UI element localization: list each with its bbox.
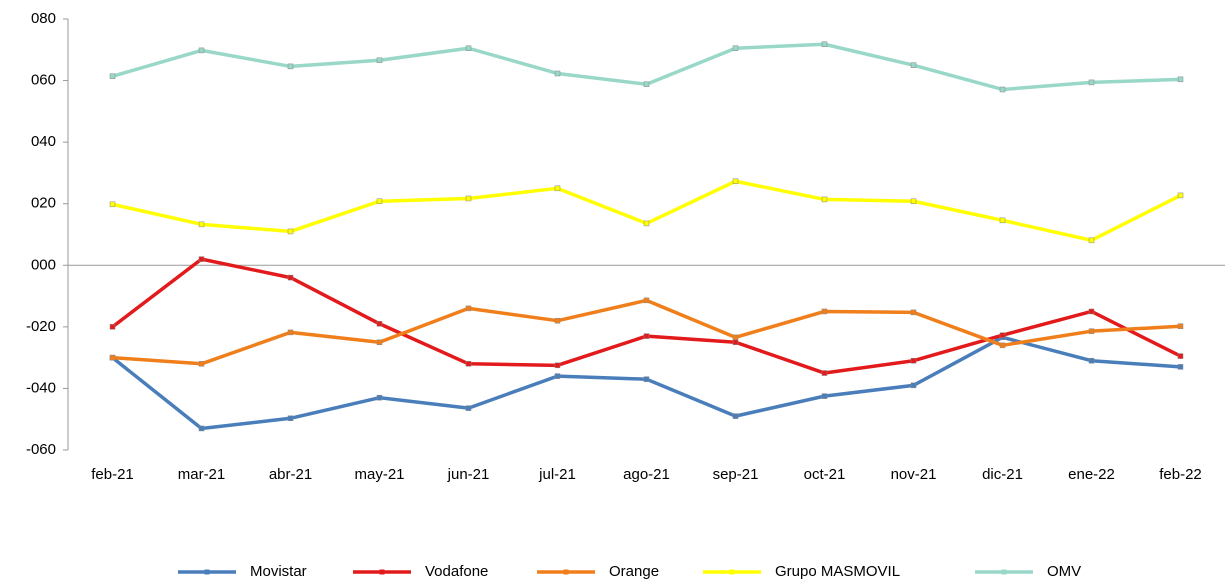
y-tick-label: -040 [26,379,56,396]
point-marker [910,309,917,316]
point-marker [732,45,739,51]
point-marker [1088,328,1095,334]
legend-label: Grupo MASMOVIL [775,563,900,580]
point-marker [821,393,828,399]
series-line [111,257,1182,375]
point-marker [287,274,294,281]
point-marker [376,339,383,345]
x-tick-label: jul-21 [538,466,576,483]
legend-marker [379,569,385,575]
point-marker [109,201,116,208]
point-marker [198,256,205,262]
legend-marker [204,569,210,575]
point-marker [554,362,561,369]
point-marker [287,63,294,70]
point-marker [376,57,383,64]
x-tick-label: feb-22 [1159,466,1202,483]
legend-marker [1001,569,1007,575]
legend-label: OMV [1047,563,1081,580]
point-marker [1088,237,1095,244]
point-marker [1088,357,1095,364]
x-tick-label: dic-21 [982,466,1023,483]
point-marker [910,62,917,68]
point-marker [732,334,739,341]
y-tick-label: -060 [26,441,56,458]
point-marker [821,308,828,315]
point-marker [465,305,472,312]
point-marker [376,321,383,327]
point-marker [821,196,828,203]
point-marker [198,361,205,367]
y-tick-label: 060 [31,72,56,89]
point-marker [999,217,1006,224]
point-marker [643,81,650,88]
legend-label: Orange [609,563,659,580]
point-marker [999,342,1006,349]
point-marker [1177,353,1184,359]
point-marker [732,339,739,345]
point-marker [198,47,205,54]
point-marker [643,333,650,339]
point-marker [465,195,472,202]
point-marker [910,382,917,389]
point-marker [732,413,739,419]
y-tick-label: 040 [31,133,56,150]
legend-label: Vodafone [425,563,488,580]
point-marker [109,354,116,361]
series-line [111,335,1181,431]
x-tick-label: oct-21 [804,466,846,483]
x-tick-label: sep-21 [713,466,759,483]
point-marker [376,394,383,401]
x-tick-label: jun-21 [447,466,490,483]
y-tick-label: 000 [31,256,56,273]
point-marker [376,198,383,205]
x-tick-label: ene-22 [1068,466,1115,483]
point-marker [1177,192,1184,199]
point-marker [287,415,294,422]
x-tick-label: nov-21 [891,466,937,483]
point-marker [643,220,650,227]
point-marker [109,73,116,80]
y-tick-label: -020 [26,318,56,335]
point-marker [554,70,561,77]
point-marker [1177,76,1184,83]
point-marker [465,45,472,51]
point-marker [198,221,205,228]
point-marker [999,86,1006,93]
point-marker [732,178,739,184]
point-marker [999,332,1006,338]
legend-label: Movistar [250,563,307,580]
point-marker [554,317,561,324]
point-marker [643,297,650,304]
y-tick-label: 080 [31,10,56,27]
point-marker [1177,323,1184,329]
point-marker [109,324,116,330]
point-marker [198,425,205,432]
x-tick-label: abr-21 [269,466,312,483]
point-marker [465,361,472,367]
y-tick-label: 020 [31,195,56,212]
point-marker [287,329,294,336]
x-tick-label: may-21 [354,466,404,483]
x-tick-label: feb-21 [91,466,134,483]
point-marker [1088,308,1095,315]
point-marker [554,373,561,379]
point-marker [643,376,650,382]
series-line [112,179,1182,243]
legend-marker [729,569,735,575]
x-tick-label: ago-21 [623,466,670,483]
x-tick-label: mar-21 [178,466,226,483]
point-marker [1088,79,1095,86]
point-marker [465,405,472,411]
point-marker [821,41,828,47]
point-marker [910,198,917,205]
legend-marker [563,569,569,575]
point-marker [287,228,294,235]
point-marker [554,185,561,192]
point-marker [910,357,917,364]
point-marker [821,370,828,376]
point-marker [1177,364,1184,370]
